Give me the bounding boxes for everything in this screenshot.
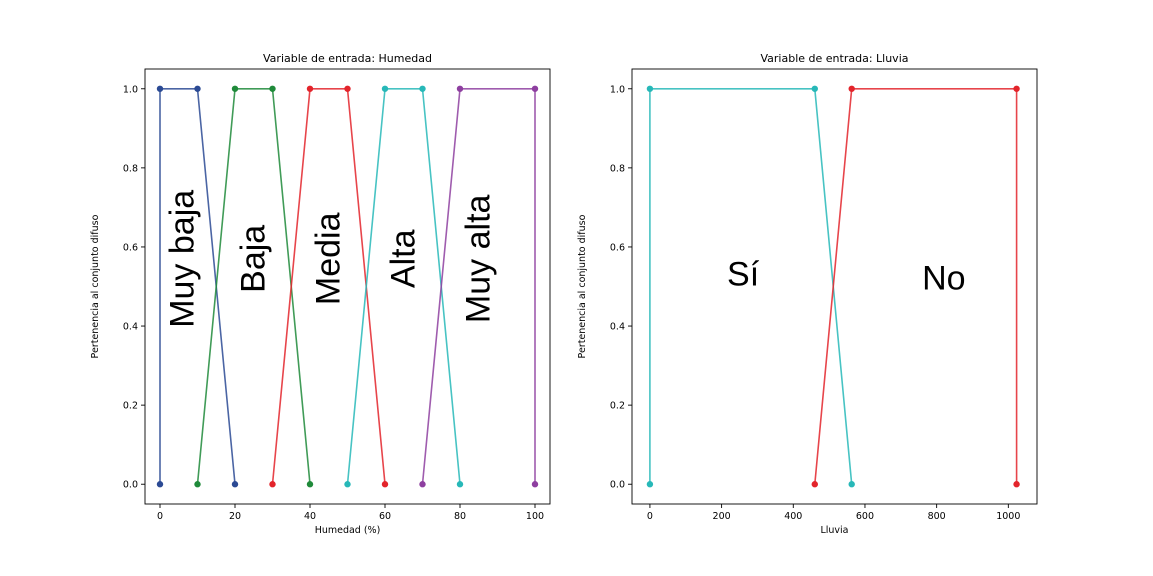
data-point: [269, 85, 276, 92]
data-point: [156, 85, 164, 92]
data-point: [531, 481, 539, 488]
data-point: [269, 481, 276, 488]
x-axis-label: Humedad (%): [315, 525, 381, 536]
data-point: [306, 481, 314, 488]
x-tick-label: 200: [713, 511, 731, 522]
x-tick-label: 0: [157, 511, 163, 522]
data-point: [646, 85, 654, 92]
annotation-baja: Baja: [235, 225, 273, 293]
x-tick-label: 400: [784, 511, 802, 522]
y-tick-label: 0.6: [123, 242, 138, 253]
x-tick-label: 0: [647, 511, 653, 522]
series-no: [811, 85, 1020, 488]
y-tick-label: 0.0: [123, 480, 138, 491]
data-point: [306, 85, 314, 92]
data-point: [419, 85, 426, 92]
data-point: [646, 481, 654, 488]
y-tick-label: 0.8: [610, 163, 625, 174]
y-tick-label: 0.0: [610, 480, 625, 491]
data-point: [344, 85, 351, 92]
annotation-muy-alta: Muy alta: [460, 194, 498, 323]
x-tick-label: 60: [379, 511, 391, 522]
annotation-si: Sí: [727, 256, 760, 294]
data-point: [811, 85, 818, 92]
y-tick-label: 0.4: [123, 322, 138, 333]
data-point: [531, 85, 539, 92]
data-point: [456, 481, 464, 488]
data-point: [156, 481, 164, 488]
data-point: [231, 481, 239, 488]
data-point: [456, 85, 464, 92]
plot-frame: [631, 68, 1038, 505]
chart-panel-2: Variable de entrada: Lluvia 0 200 400 600 800…: [577, 52, 1038, 536]
x-tick-label: 1000: [996, 511, 1020, 522]
data-point: [1013, 481, 1020, 488]
series-line: [421, 88, 536, 485]
x-tick-label: 600: [856, 511, 874, 522]
annotation-alta: Alta: [385, 229, 423, 288]
chart-panel-1: Variable de entrada: Humedad 0 20 40 60 80 100…: [90, 52, 551, 536]
data-point: [419, 481, 426, 488]
data-point: [344, 481, 351, 488]
data-point: [811, 481, 818, 488]
annotation-media: Media: [310, 212, 348, 305]
data-point: [231, 85, 239, 92]
y-tick-label: 0.2: [610, 401, 625, 412]
data-point: [381, 85, 389, 92]
data-point: [194, 85, 201, 92]
y-tick-label: 0.6: [610, 242, 625, 253]
annotation-no: No: [922, 260, 965, 298]
y-tick-label: 1.0: [610, 84, 625, 95]
y-tick-label: 0.4: [610, 322, 625, 333]
chart-title: Variable de entrada: Lluvia: [761, 52, 909, 65]
data-point: [848, 85, 855, 92]
y-tick-label: 1.0: [123, 84, 138, 95]
plot-frame: [144, 68, 551, 505]
y-axis-label: Pertenencia al conjunto difuso: [90, 214, 101, 358]
data-point: [194, 481, 201, 488]
y-axis-label: Pertenencia al conjunto difuso: [577, 214, 588, 358]
chart-title: Variable de entrada: Humedad: [263, 52, 432, 65]
x-tick-label: 20: [229, 511, 241, 522]
x-tick-label: 40: [304, 511, 316, 522]
data-point: [848, 481, 855, 488]
y-tick-label: 0.8: [123, 163, 138, 174]
x-tick-label: 800: [928, 511, 946, 522]
x-tick-label: 80: [454, 511, 466, 522]
x-axis-label: Lluvia: [820, 525, 848, 536]
series-line: [814, 88, 1018, 485]
data-point: [381, 481, 389, 488]
data-point: [1013, 85, 1020, 92]
annotation-muy-baja: Muy baja: [164, 190, 202, 328]
series-muy-alta: [419, 85, 539, 488]
x-tick-label: 100: [526, 511, 544, 522]
y-tick-label: 0.2: [123, 401, 138, 412]
